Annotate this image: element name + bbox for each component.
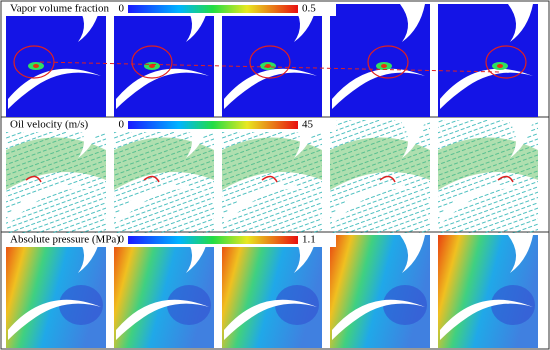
simulation-image <box>438 235 538 348</box>
panel-title: Oil velocity (m/s) <box>10 119 89 131</box>
vapor-core <box>381 64 387 68</box>
blade <box>400 235 425 273</box>
vortex-arrow <box>25 175 42 183</box>
blade <box>508 4 533 42</box>
simulation-image <box>438 4 538 117</box>
vortex-arrow <box>379 175 396 183</box>
flow-band <box>114 137 214 190</box>
low-pressure <box>383 285 427 325</box>
blade <box>508 235 533 273</box>
blade <box>8 184 101 225</box>
blade <box>8 299 101 340</box>
panel-title: Absolute pressure (MPa) <box>10 234 120 246</box>
blade <box>440 299 533 340</box>
simulation-image <box>114 4 214 117</box>
simulation-image <box>330 235 430 348</box>
highlight <box>367 45 409 79</box>
colorbar <box>128 236 298 244</box>
vapor-core <box>149 64 155 68</box>
scale-max: 45 <box>302 119 314 131</box>
scale-max: 1.1 <box>302 234 316 246</box>
highlight <box>13 45 55 79</box>
simulation-image <box>6 120 106 233</box>
flow-band <box>330 137 430 190</box>
blade <box>400 120 425 158</box>
blade <box>508 120 533 158</box>
simulation-image <box>6 4 106 117</box>
simulation-image <box>114 120 214 233</box>
highlight <box>249 45 291 79</box>
blade <box>440 68 533 109</box>
highlight <box>485 45 527 79</box>
low-pressure <box>275 285 319 325</box>
scale-max: 0.5 <box>302 3 316 15</box>
vortex-arrow <box>497 175 514 183</box>
blade <box>332 68 425 109</box>
scale-min: 0 <box>119 234 125 246</box>
simulation-image <box>330 120 430 233</box>
low-pressure <box>491 285 535 325</box>
blade <box>116 184 209 225</box>
simulation-image <box>222 120 322 233</box>
scale-min: 0 <box>119 3 125 15</box>
low-pressure <box>59 285 103 325</box>
colorbar <box>128 5 298 13</box>
scale-min: 0 <box>119 119 125 131</box>
simulation-image <box>114 235 214 348</box>
flow-band <box>438 137 538 190</box>
blade <box>116 299 209 340</box>
vapor-core <box>497 64 503 68</box>
low-pressure <box>167 285 211 325</box>
highlight <box>131 45 173 79</box>
vortex-arrow <box>261 175 278 183</box>
simulation-image <box>6 235 106 348</box>
blade <box>224 299 317 340</box>
blade <box>224 68 317 109</box>
colorbar <box>128 121 298 129</box>
simulation-image <box>222 235 322 348</box>
vortex-arrow <box>143 175 160 183</box>
blade <box>8 68 101 109</box>
panel-title: Vapor volume fraction <box>10 3 109 15</box>
blade <box>224 184 317 225</box>
simulation-image <box>222 4 322 117</box>
simulation-image <box>438 120 538 233</box>
flow-band <box>222 137 322 190</box>
blade <box>332 299 425 340</box>
blade <box>116 68 209 109</box>
blade <box>332 184 425 225</box>
blade <box>400 4 425 42</box>
vapor-core <box>33 64 39 68</box>
blade <box>440 184 533 225</box>
simulation-image <box>330 4 430 117</box>
